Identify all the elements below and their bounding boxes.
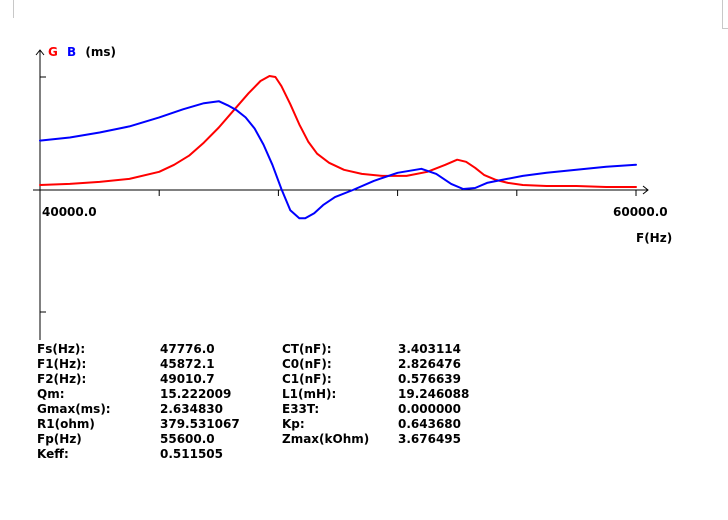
param-label: Gmax(ms): — [37, 402, 111, 416]
param-value: 379.531067 — [160, 417, 240, 431]
param-value: 45872.1 — [160, 357, 215, 371]
series-line-b — [39, 100, 637, 220]
param-value: 19.246088 — [398, 387, 470, 401]
legend-g-label: G — [48, 45, 58, 59]
chart-axes — [33, 49, 649, 340]
param-label: F2(Hz): — [37, 372, 87, 386]
param-label: Keff: — [37, 447, 69, 461]
window-corner-right — [722, 0, 728, 29]
param-value: 0.643680 — [398, 417, 462, 431]
param-value: 15.222009 — [160, 387, 232, 401]
param-value: 47776.0 — [160, 342, 215, 356]
y-axis-title: G B (ms) — [48, 45, 121, 59]
param-value: 3.403114 — [398, 342, 462, 356]
param-label: E33T: — [282, 402, 320, 416]
param-value: 0.511505 — [160, 447, 224, 461]
param-label: R1(ohm) — [37, 417, 95, 431]
param-label: Qm: — [37, 387, 65, 401]
legend-b-label: B — [67, 45, 77, 59]
param-value: 0.000000 — [398, 402, 462, 416]
param-value: 0.576639 — [398, 372, 462, 386]
param-label: Kp: — [282, 417, 305, 431]
param-value: 2.634830 — [160, 402, 224, 416]
param-label: Fs(Hz): — [37, 342, 86, 356]
param-value: 55600.0 — [160, 432, 215, 446]
param-label: L1(mH): — [282, 387, 337, 401]
param-label: C1(nF): — [282, 372, 332, 386]
param-value: 49010.7 — [160, 372, 215, 386]
y-axis-arrow — [35, 49, 45, 56]
series-line-g — [39, 75, 637, 188]
param-value: 2.826476 — [398, 357, 462, 371]
param-label: F1(Hz): — [37, 357, 87, 371]
x-axis-arrow — [642, 185, 649, 195]
param-label: Zmax(kOhm) — [282, 432, 370, 446]
param-value: 3.676495 — [398, 432, 462, 446]
x-tick-label-min: 40000.0 — [42, 205, 97, 219]
x-axis-label: F(Hz) — [636, 231, 673, 245]
x-tick-label-max: 60000.0 — [613, 205, 668, 219]
param-label: C0(nF): — [282, 357, 332, 371]
window-corner-left — [13, 0, 14, 18]
param-label: Fp(Hz) — [37, 432, 82, 446]
y-unit-label: (ms) — [85, 45, 117, 59]
param-label: CT(nF): — [282, 342, 332, 356]
chart-series — [39, 75, 637, 220]
